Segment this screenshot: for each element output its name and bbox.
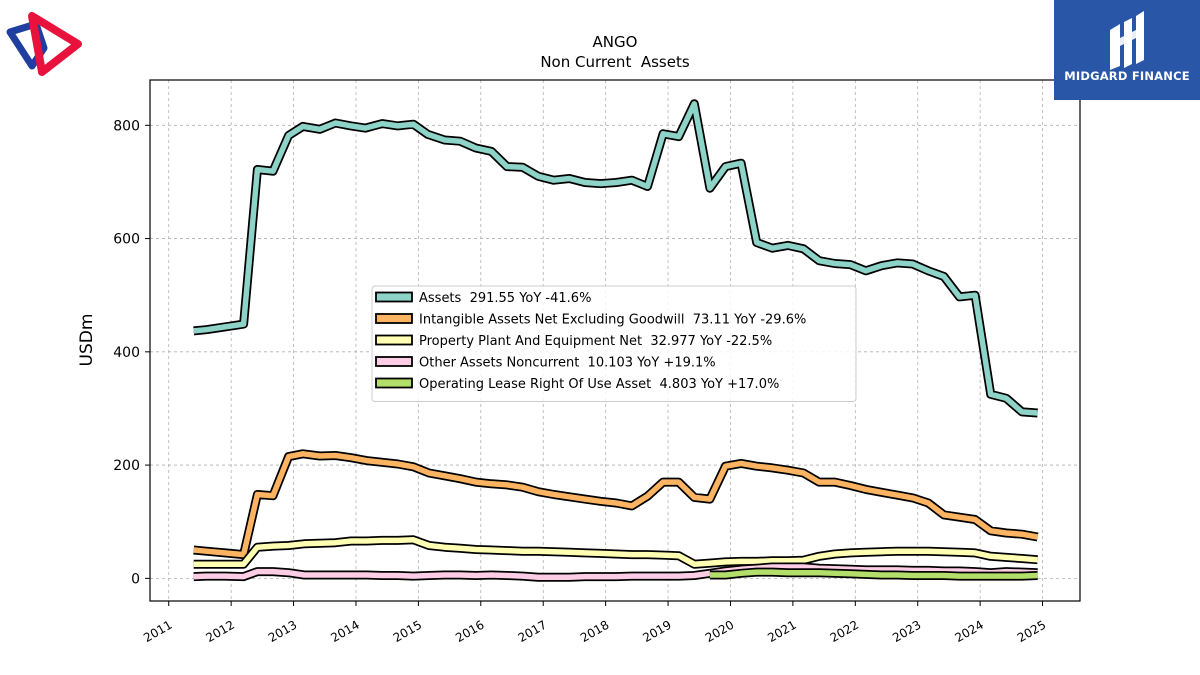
brand-name: MIDGARD FINANCE (1064, 69, 1190, 83)
x-tick-label: 2017 (516, 618, 549, 645)
legend-swatch-0 (375, 291, 413, 303)
series-line-0 (193, 101, 1038, 416)
x-tick-label: 2025 (1015, 618, 1048, 645)
x-tick-label: 2011 (141, 618, 174, 645)
y-tick-label: 600 (113, 232, 140, 248)
y-tick-label: 400 (113, 345, 140, 361)
x-tick-label: 2012 (204, 618, 237, 645)
legend-label-4: Operating Lease Right Of Use Asset 4.803… (419, 377, 779, 392)
y-tick-label: 200 (113, 458, 140, 474)
plot-frame (149, 79, 1081, 602)
legend-label-1: Intangible Assets Net Excluding Goodwill… (419, 313, 806, 328)
series-line-4 (709, 569, 1038, 579)
chart-title: ANGO (593, 33, 638, 51)
legend-label-3: Other Assets Noncurrent 10.103 YoY +19.1… (419, 356, 716, 371)
y-tick-label: 0 (131, 571, 140, 587)
legend-box (371, 285, 857, 402)
x-tick-label: 2014 (328, 618, 361, 645)
x-tick-label: 2016 (453, 618, 486, 645)
legend-label-0: Assets 291.55 YoY -41.6% (419, 291, 591, 306)
brand-badge: MIDGARD FINANCE (1054, 0, 1200, 100)
y-axis-label: USDm (77, 314, 97, 367)
legend-swatch-1 (375, 313, 413, 324)
x-tick-label: 2023 (890, 618, 923, 645)
x-tick-label: 2022 (828, 618, 861, 645)
x-tick-label: 2019 (640, 618, 673, 645)
chart-subtitle: Non Current Assets (540, 53, 690, 71)
series-line-2 (193, 537, 1038, 567)
legend-swatch-4 (375, 377, 413, 389)
series-line-3 (193, 564, 1038, 580)
legend-label-2: Property Plant And Equipment Net 32.977 … (419, 334, 772, 349)
x-tick-label: 2013 (266, 618, 299, 645)
legend-swatch-3 (375, 356, 413, 367)
x-tick-label: 2021 (765, 618, 798, 645)
company-logo (6, 10, 86, 84)
x-tick-label: 2020 (703, 618, 736, 645)
x-tick-label: 2018 (578, 618, 611, 645)
x-tick-label: 2015 (391, 618, 424, 645)
x-tick-label: 2024 (953, 618, 986, 645)
y-tick-label: 800 (113, 118, 140, 134)
brand-mark-icon (1102, 8, 1152, 74)
legend-swatch-2 (375, 334, 413, 346)
series-line-1 (193, 451, 1039, 558)
